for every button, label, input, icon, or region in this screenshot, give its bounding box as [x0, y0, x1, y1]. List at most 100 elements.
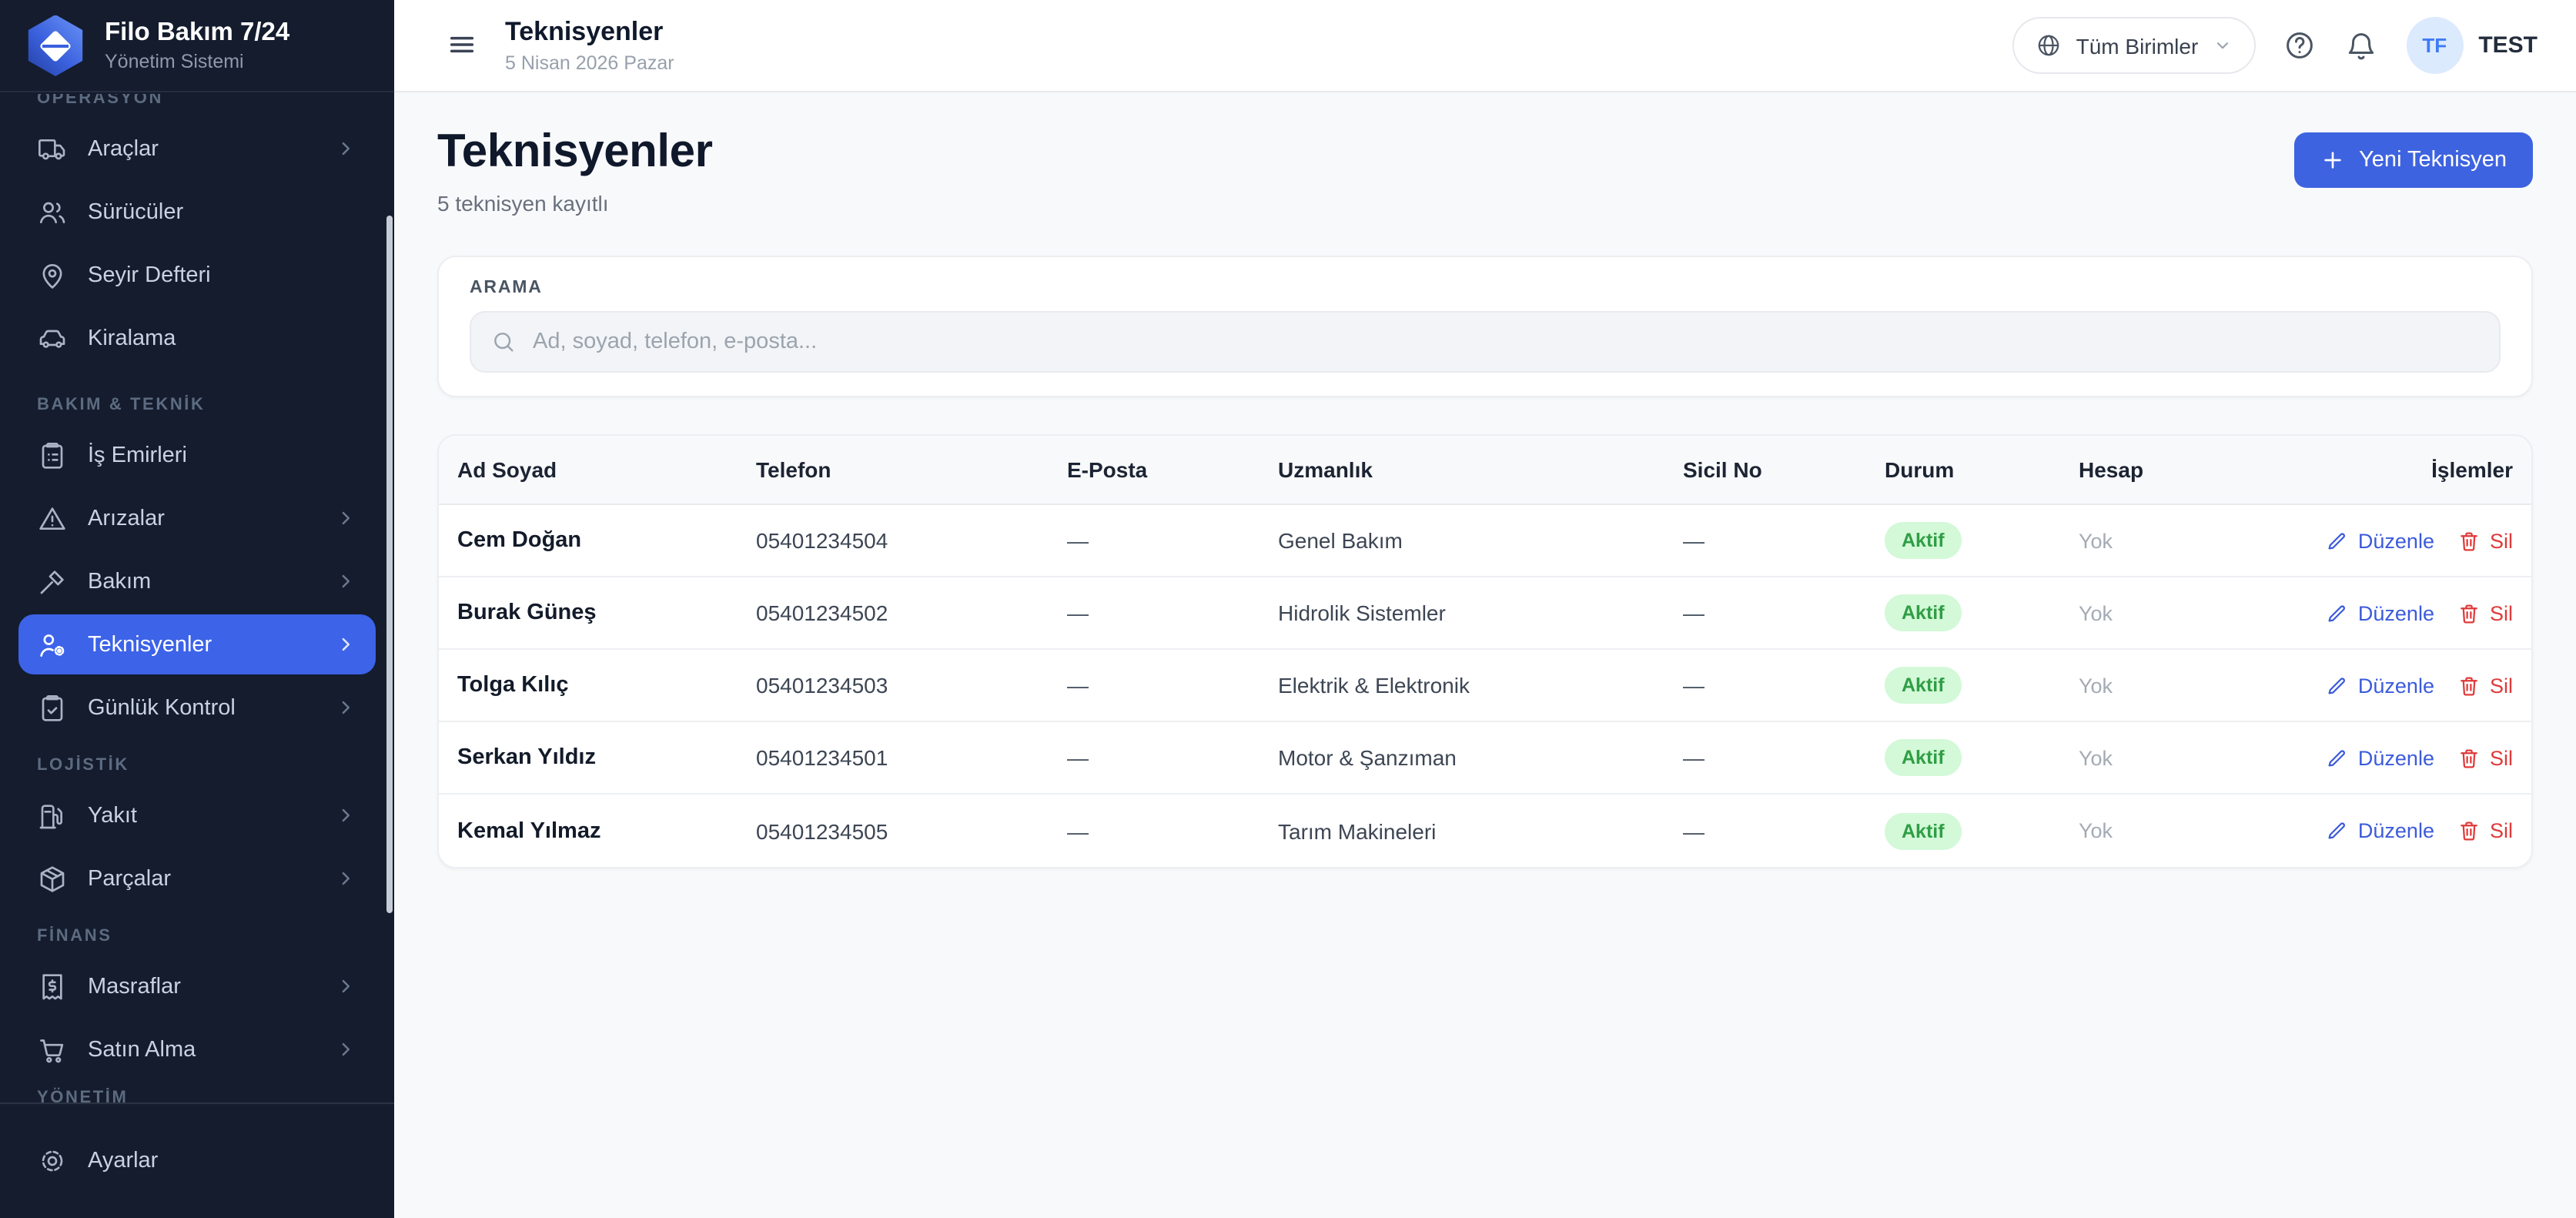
delete-link[interactable]: Sil	[2457, 529, 2513, 552]
notifications-button[interactable]	[2344, 28, 2378, 62]
help-button[interactable]	[2283, 28, 2317, 62]
sidebar-item-araclar[interactable]: Araçlar	[18, 119, 376, 179]
technician-sicil-no: —	[1664, 650, 1866, 722]
technician-phone: 05401234501	[738, 722, 1049, 795]
app-logo-icon	[28, 15, 83, 76]
row-actions-cell: Düzenle Sil	[2291, 577, 2531, 650]
sidebar-item-gunluk-kontrol[interactable]: Günlük Kontrol	[18, 678, 376, 738]
col-header-telefon: Telefon	[738, 436, 1049, 505]
page-title: Teknisyenler	[437, 126, 713, 177]
chevron-right-icon	[342, 574, 350, 588]
sidebar-item-label: Teknisyenler	[88, 632, 212, 657]
pencil-icon	[2329, 822, 2346, 839]
sidebar-item-parcalar[interactable]: Parçalar	[18, 848, 376, 908]
pencil-icon	[2329, 677, 2346, 694]
sidebar-item-bakim[interactable]: Bakım	[18, 551, 376, 611]
technician-name: Tolga Kılıç	[439, 650, 738, 722]
delete-link[interactable]: Sil	[2457, 746, 2513, 769]
chevron-right-icon	[342, 511, 350, 525]
technician-name: Cem Doğan	[439, 505, 738, 577]
top-bar: Teknisyenler 5 Nisan 2026 Pazar Tüm Biri…	[394, 0, 2576, 92]
sidebar-item-label: Satın Alma	[88, 1037, 196, 1062]
table-row: Cem Doğan 05401234504 — Genel Bakım — Ak…	[439, 505, 2531, 577]
new-technician-button[interactable]: Yeni Teknisyen	[2294, 132, 2533, 188]
hammer-icon	[40, 570, 64, 594]
edit-link[interactable]: Düzenle	[2326, 601, 2434, 624]
chevron-right-icon	[342, 637, 350, 651]
technicians-table: Ad Soyad Telefon E-Posta Uzmanlık Sicil …	[439, 436, 2531, 867]
technician-specialty: Genel Bakım	[1260, 505, 1664, 577]
truck-icon	[38, 138, 65, 159]
edit-link[interactable]: Düzenle	[2326, 529, 2434, 552]
sidebar-item-seyir-defteri[interactable]: Seyir Defteri	[18, 245, 376, 305]
status-badge: Aktif	[1885, 812, 1962, 849]
sidebar-item-label: Bakım	[88, 569, 152, 594]
sidebar: Filo Bakım 7/24 Yönetim Sistemi OPERASYO…	[0, 0, 394, 1218]
edit-link[interactable]: Düzenle	[2326, 674, 2434, 697]
gear-icon	[42, 1150, 63, 1172]
technician-specialty: Tarım Makineleri	[1260, 795, 1664, 867]
edit-link[interactable]: Düzenle	[2326, 819, 2434, 842]
row-actions-cell: Düzenle Sil	[2291, 650, 2531, 722]
brand-text: Filo Bakım 7/24 Yönetim Sistemi	[105, 18, 289, 72]
sidebar-item-label: Masraflar	[88, 974, 181, 999]
sidebar-item-ayarlar[interactable]: Ayarlar	[18, 1131, 376, 1191]
sidebar-nav: OPERASYON Araçlar Sürücüler Seyir Defter…	[0, 94, 394, 1103]
user-menu[interactable]: TF TEST	[2406, 17, 2538, 74]
menu-toggle-button[interactable]	[445, 28, 479, 62]
chevron-right-icon	[342, 142, 350, 156]
col-header-eposta: E-Posta	[1049, 436, 1260, 505]
delete-link[interactable]: Sil	[2457, 674, 2513, 697]
status-badge: Aktif	[1885, 594, 1962, 631]
table-row: Tolga Kılıç 05401234503 — Elektrik & Ele…	[439, 650, 2531, 722]
map-pin-icon	[42, 263, 62, 288]
table-row: Kemal Yılmaz 05401234505 — Tarım Makinel…	[439, 795, 2531, 867]
technician-specialty: Elektrik & Elektronik	[1260, 650, 1664, 722]
delete-link[interactable]: Sil	[2457, 819, 2513, 842]
chevron-right-icon	[342, 872, 350, 885]
clipboard-list-icon	[42, 441, 63, 468]
technician-status: Aktif	[1866, 650, 2060, 722]
sidebar-item-masraflar[interactable]: Masraflar	[18, 956, 376, 1016]
sidebar-item-label: Araçlar	[88, 136, 159, 161]
search-input[interactable]	[470, 311, 2501, 373]
unit-selector-dropdown[interactable]: Tüm Birimler	[2012, 17, 2256, 74]
help-circle-icon	[2287, 32, 2313, 58]
sidebar-item-kiralama[interactable]: Kiralama	[18, 308, 376, 368]
technician-email: —	[1049, 650, 1260, 722]
technician-name: Burak Güneş	[439, 577, 738, 650]
delete-link[interactable]: Sil	[2457, 601, 2513, 624]
row-actions-cell: Düzenle Sil	[2291, 505, 2531, 577]
technician-sicil-no: —	[1664, 795, 1866, 867]
technician-specialty: Hidrolik Sistemler	[1260, 577, 1664, 650]
fuel-icon	[39, 804, 62, 828]
sidebar-item-suruculer[interactable]: Sürücüler	[18, 182, 376, 242]
sidebar-scrollbar-thumb[interactable]	[386, 216, 393, 913]
edit-link[interactable]: Düzenle	[2326, 746, 2434, 769]
shopping-cart-icon	[40, 1039, 64, 1062]
technician-account: Yok	[2060, 577, 2291, 650]
technician-account: Yok	[2060, 795, 2291, 867]
technician-account: Yok	[2060, 505, 2291, 577]
package-icon	[40, 865, 65, 892]
sidebar-item-satin-alma[interactable]: Satın Alma	[18, 1019, 376, 1079]
car-icon	[39, 329, 65, 347]
section-label-finans: FİNANS	[37, 927, 112, 945]
col-header-hesap: Hesap	[2060, 436, 2291, 505]
search-field-wrap	[470, 311, 2501, 373]
menu-icon	[450, 35, 474, 52]
sidebar-item-teknisyenler[interactable]: Teknisyenler	[18, 614, 376, 674]
trash-icon	[2461, 748, 2477, 768]
alert-triangle-icon	[39, 507, 65, 530]
pencil-icon	[2329, 604, 2346, 621]
col-header-sicil-no: Sicil No	[1664, 436, 1866, 505]
sidebar-item-is-emirleri[interactable]: İş Emirleri	[18, 425, 376, 485]
clipboard-check-icon	[42, 694, 63, 721]
sidebar-item-label: Günlük Kontrol	[88, 695, 236, 720]
bell-icon	[2349, 32, 2374, 59]
sidebar-item-arizalar[interactable]: Arızalar	[18, 488, 376, 548]
technician-status: Aktif	[1866, 577, 2060, 650]
technician-specialty: Motor & Şanzıman	[1260, 722, 1664, 795]
sidebar-item-yakit[interactable]: Yakıt	[18, 785, 376, 845]
